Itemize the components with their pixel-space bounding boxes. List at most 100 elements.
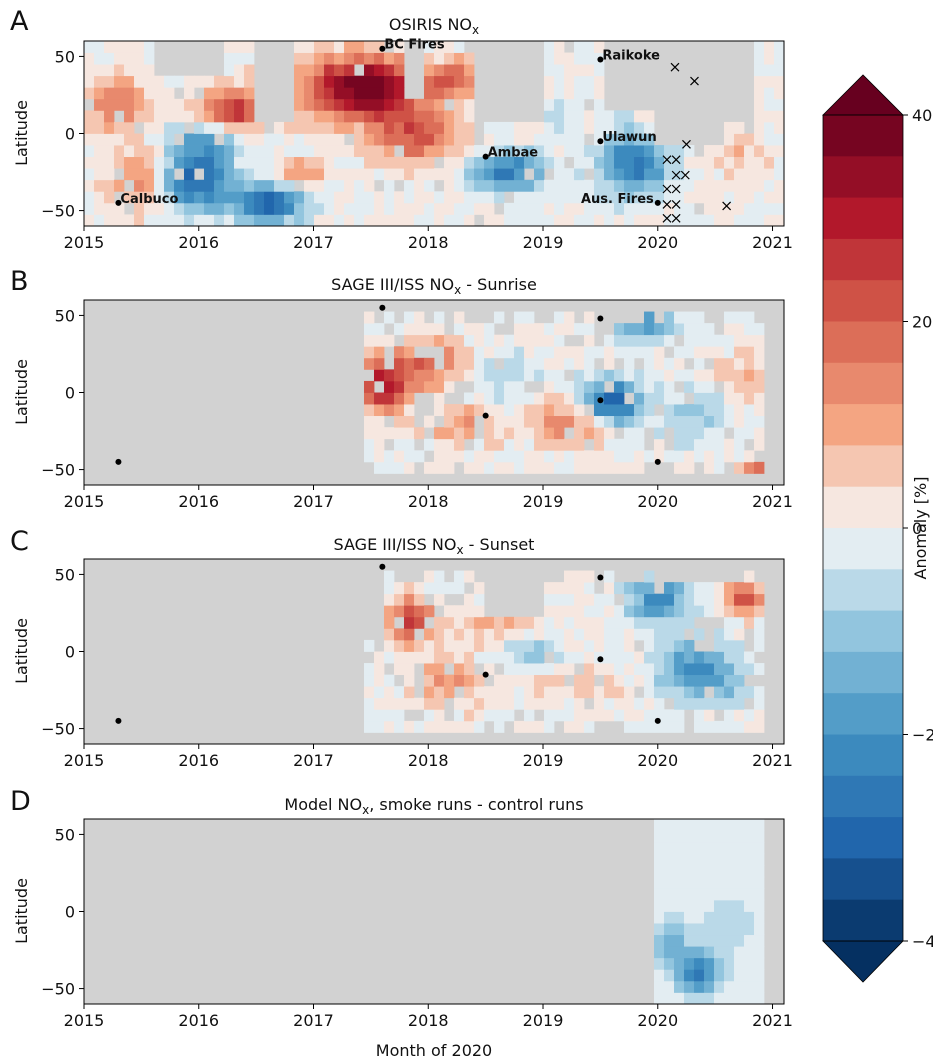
anomaly-cell	[754, 415, 765, 428]
anomaly-cell	[94, 75, 105, 88]
anomaly-cell	[694, 404, 705, 417]
anomaly-cell	[434, 214, 445, 226]
anomaly-cell	[704, 830, 715, 843]
anomaly-cell	[534, 415, 545, 428]
anomaly-cell	[754, 323, 765, 336]
anomaly-cell	[394, 168, 405, 181]
colorbar-band	[823, 528, 903, 570]
anomaly-cell	[414, 605, 425, 618]
anomaly-cell	[494, 191, 505, 204]
anomaly-cell	[754, 969, 765, 982]
anomaly-field	[654, 819, 765, 1004]
anomaly-cell	[314, 202, 325, 215]
anomaly-cell	[444, 438, 455, 451]
anomaly-cell	[374, 450, 385, 463]
anomaly-cell	[234, 214, 245, 226]
anomaly-cell	[724, 133, 735, 146]
anomaly-cell	[704, 582, 715, 595]
anomaly-cell	[634, 628, 645, 641]
anomaly-cell	[544, 628, 555, 641]
anomaly-cell	[444, 582, 455, 595]
anomaly-cell	[494, 639, 505, 652]
anomaly-cell	[754, 582, 765, 595]
anomaly-cell	[624, 380, 635, 393]
anomaly-cell	[744, 888, 755, 901]
anomaly-cell	[654, 593, 665, 606]
anomaly-cell	[224, 168, 235, 181]
anomaly-cell	[354, 145, 365, 158]
anomaly-cell	[344, 179, 355, 192]
anomaly-cell	[564, 651, 575, 664]
anomaly-cell	[504, 686, 515, 699]
anomaly-cell	[204, 214, 215, 226]
anomaly-cell	[504, 438, 515, 451]
anomaly-cell	[564, 639, 575, 652]
anomaly-cell	[724, 404, 735, 417]
anomaly-cell	[454, 570, 465, 583]
anomaly-cell	[344, 191, 355, 204]
anomaly-cell	[464, 450, 475, 463]
anomaly-cell	[414, 427, 425, 440]
anomaly-cell	[714, 214, 725, 226]
anomaly-cell	[654, 686, 665, 699]
anomaly-cell	[674, 697, 685, 710]
anomaly-cell	[94, 87, 105, 100]
anomaly-cell	[604, 686, 615, 699]
anomaly-cell	[154, 168, 165, 181]
anomaly-cell	[714, 582, 725, 595]
anomaly-cell	[564, 570, 575, 583]
anomaly-cell	[424, 52, 435, 65]
anomaly-cell	[364, 168, 375, 181]
anomaly-cell	[754, 876, 765, 889]
anomaly-cell	[474, 179, 485, 192]
anomaly-cell	[194, 145, 205, 158]
anomaly-cell	[154, 145, 165, 158]
anomaly-cell	[574, 709, 585, 722]
anomaly-cell	[734, 438, 745, 451]
anomaly-cell	[704, 450, 715, 463]
anomaly-cell	[344, 98, 355, 111]
anomaly-cell	[754, 87, 765, 100]
anomaly-cell	[694, 334, 705, 347]
anomaly-cell	[454, 663, 465, 676]
anomaly-cell	[724, 946, 735, 959]
anomaly-cell	[234, 64, 245, 77]
anomaly-cell	[294, 202, 305, 215]
anomaly-cell	[694, 415, 705, 428]
anomaly-cell	[744, 865, 755, 878]
anomaly-cell	[534, 616, 545, 629]
anomaly-cell	[584, 202, 595, 215]
anomaly-cell	[114, 202, 125, 215]
x-marker	[671, 170, 681, 180]
anomaly-cell	[694, 427, 705, 440]
anomaly-cell	[444, 686, 455, 699]
anomaly-cell	[654, 438, 665, 451]
anomaly-cell	[224, 156, 235, 169]
y-tick-label: 50	[55, 565, 75, 584]
anomaly-cell	[464, 570, 475, 583]
anomaly-cell	[204, 202, 215, 215]
anomaly-cell	[114, 52, 125, 65]
anomaly-cell	[384, 98, 395, 111]
anomaly-cell	[724, 865, 735, 878]
anomaly-cell	[484, 450, 495, 463]
anomaly-cell	[664, 450, 675, 463]
anomaly-cell	[404, 110, 415, 123]
anomaly-cell	[624, 334, 635, 347]
anomaly-cell	[484, 392, 495, 405]
anomaly-cell	[284, 133, 295, 146]
anomaly-cell	[524, 686, 535, 699]
anomaly-cell	[584, 616, 595, 629]
anomaly-cell	[124, 145, 135, 158]
anomaly-cell	[384, 605, 395, 618]
anomaly-cell	[604, 357, 615, 370]
anomaly-cell	[634, 593, 645, 606]
colorbar-band	[823, 899, 903, 942]
anomaly-cell	[644, 156, 655, 169]
anomaly-cell	[684, 923, 695, 936]
anomaly-cell	[624, 179, 635, 192]
anomaly-cell	[584, 582, 595, 595]
anomaly-cell	[424, 145, 435, 158]
anomaly-cell	[464, 334, 475, 347]
anomaly-cell	[624, 427, 635, 440]
